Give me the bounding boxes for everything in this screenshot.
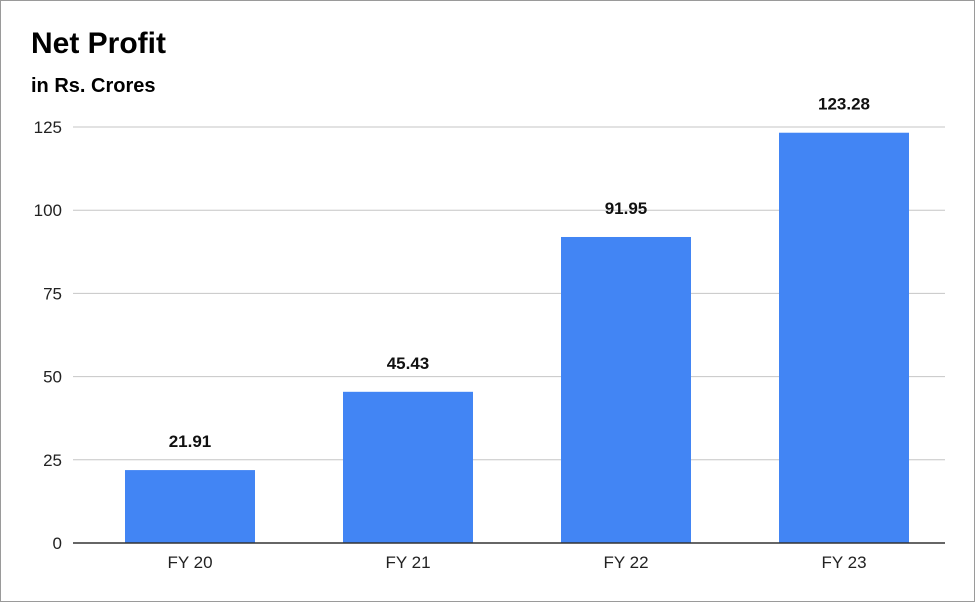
x-tick-label: FY 20 <box>167 553 212 572</box>
y-tick-label: 25 <box>43 451 62 470</box>
bar-value-label: 45.43 <box>387 354 430 373</box>
bar <box>561 236 691 543</box>
bar <box>125 470 255 543</box>
y-tick-label: 75 <box>43 284 62 303</box>
y-tick-label: 0 <box>53 534 62 553</box>
bar <box>779 132 909 543</box>
bar-value-label: 123.28 <box>818 95 870 114</box>
y-tick-label: 125 <box>34 118 62 137</box>
x-tick-label: FY 22 <box>603 553 648 572</box>
bar-value-label: 91.95 <box>605 199 648 218</box>
x-tick-label: FY 21 <box>385 553 430 572</box>
bar <box>343 391 473 543</box>
x-tick-label: FY 23 <box>821 553 866 572</box>
chart-title: Net Profit <box>31 27 166 60</box>
y-tick-label: 50 <box>43 368 62 387</box>
bar-value-label: 21.91 <box>169 432 212 451</box>
chart-subtitle: in Rs. Crores <box>31 75 156 97</box>
y-tick-label: 100 <box>34 201 62 220</box>
